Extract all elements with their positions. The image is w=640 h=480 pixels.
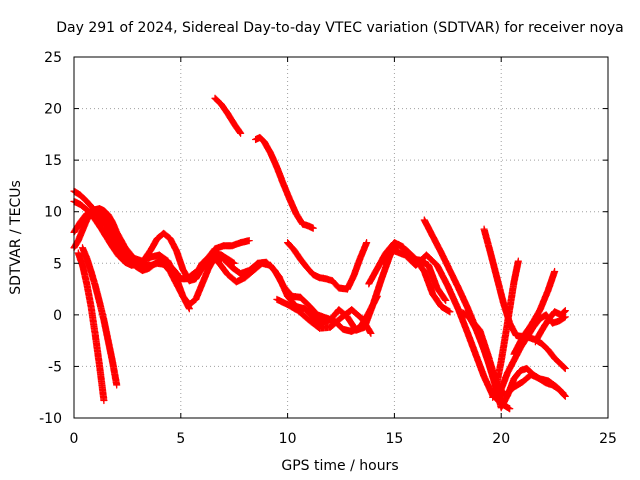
series-sat-i [283, 239, 371, 293]
series-markers [251, 133, 317, 232]
y-tick-label: 20 [44, 102, 62, 118]
y-tick-label: -5 [48, 359, 62, 375]
series-sat-s [480, 225, 569, 373]
grid-layer [74, 57, 608, 418]
series-sat-w [531, 307, 569, 346]
x-axis-label: GPS time / hours [281, 458, 398, 474]
y-tick-label: 10 [44, 205, 62, 221]
y-axis-label: SDTVAR / TECUs [8, 180, 24, 295]
x-tick-label: 25 [599, 431, 617, 447]
series-markers [211, 94, 245, 137]
series-markers [74, 249, 108, 405]
x-tick-label: 20 [492, 431, 510, 447]
axis-ticks: 0 5 10 15 20 25 -10 -5 0 5 10 15 20 25 [39, 50, 617, 447]
y-tick-label: 25 [44, 50, 62, 66]
x-tick-label: 0 [70, 431, 79, 447]
chart-title: Day 291 of 2024, Sidereal Day-to-day VTE… [56, 20, 624, 36]
x-tick-label: 15 [385, 431, 403, 447]
y-tick-label: 0 [53, 308, 62, 324]
y-tick-label: 15 [44, 153, 62, 169]
series-sat-v [510, 267, 559, 358]
plot-frame [73, 56, 609, 419]
series-markers [531, 307, 569, 346]
series-markers [510, 267, 559, 358]
series-sat-u [489, 257, 522, 402]
data-layer [70, 94, 569, 413]
series-sat-e [78, 244, 121, 389]
x-tick-label: 5 [176, 431, 185, 447]
series-sat-h [251, 133, 317, 232]
series-markers [283, 239, 371, 293]
series-sat-g [211, 94, 245, 137]
x-tick-label: 10 [279, 431, 297, 447]
series-markers [78, 244, 121, 389]
series-markers [480, 225, 569, 373]
y-tick-label: -10 [39, 411, 62, 427]
y-tick-label: 5 [53, 256, 62, 272]
series-sat-f [74, 249, 108, 405]
series-markers [489, 257, 522, 402]
